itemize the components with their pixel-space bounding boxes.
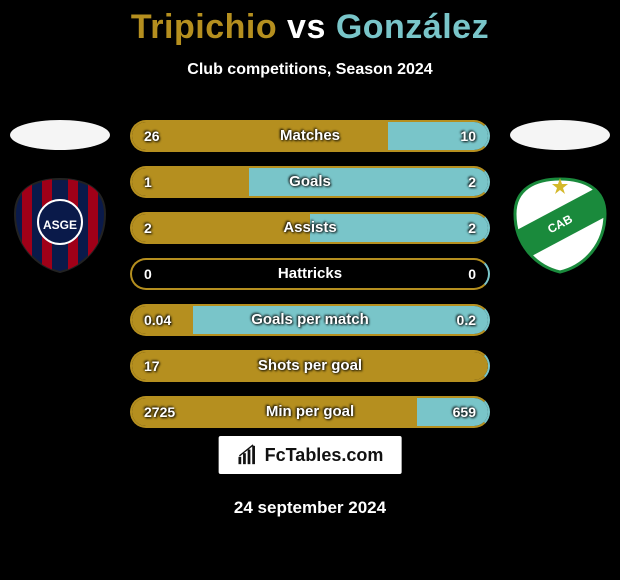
shield-icon: ASGE <box>10 174 110 274</box>
stat-bar: 2610Matches <box>130 120 490 152</box>
comparison-bars: 2610Matches 12Goals 22Assists 00Hattricks 0.… <box>130 120 490 442</box>
flag-right <box>510 120 610 150</box>
brand-box: FcTables.com <box>219 436 402 474</box>
subtitle: Club competitions, Season 2024 <box>0 61 620 79</box>
bar-label: Goals per match <box>132 306 488 334</box>
crest-left: ASGE <box>10 174 110 274</box>
stat-bar: 22Assists <box>130 212 490 244</box>
shield-icon: CAB <box>510 174 610 274</box>
bar-label: Goals <box>132 168 488 196</box>
stat-bar: 00Hattricks <box>130 258 490 290</box>
player2-name: González <box>336 8 489 46</box>
brand-label: FcTables.com <box>265 445 384 466</box>
stat-bar: 2725659Min per goal <box>130 396 490 428</box>
player1-name: Tripichio <box>131 8 277 46</box>
crest-left-wrap: ASGE <box>0 120 120 274</box>
svg-text:ASGE: ASGE <box>43 218 77 232</box>
chart-icon <box>237 444 259 466</box>
bar-label: Hattricks <box>132 260 488 288</box>
stat-bar: 12Goals <box>130 166 490 198</box>
flag-left <box>10 120 110 150</box>
stat-bar: 0.040.2Goals per match <box>130 304 490 336</box>
bar-label: Matches <box>132 122 488 150</box>
vs-label: vs <box>287 8 326 46</box>
bar-label: Min per goal <box>132 398 488 426</box>
bar-label: Assists <box>132 214 488 242</box>
bar-label: Shots per goal <box>132 352 488 380</box>
stat-bar: 17Shots per goal <box>130 350 490 382</box>
crest-right: CAB <box>510 174 610 274</box>
page-title: Tripichio vs González <box>0 0 620 47</box>
date-label: 24 september 2024 <box>0 498 620 518</box>
crest-right-wrap: CAB <box>500 120 620 274</box>
